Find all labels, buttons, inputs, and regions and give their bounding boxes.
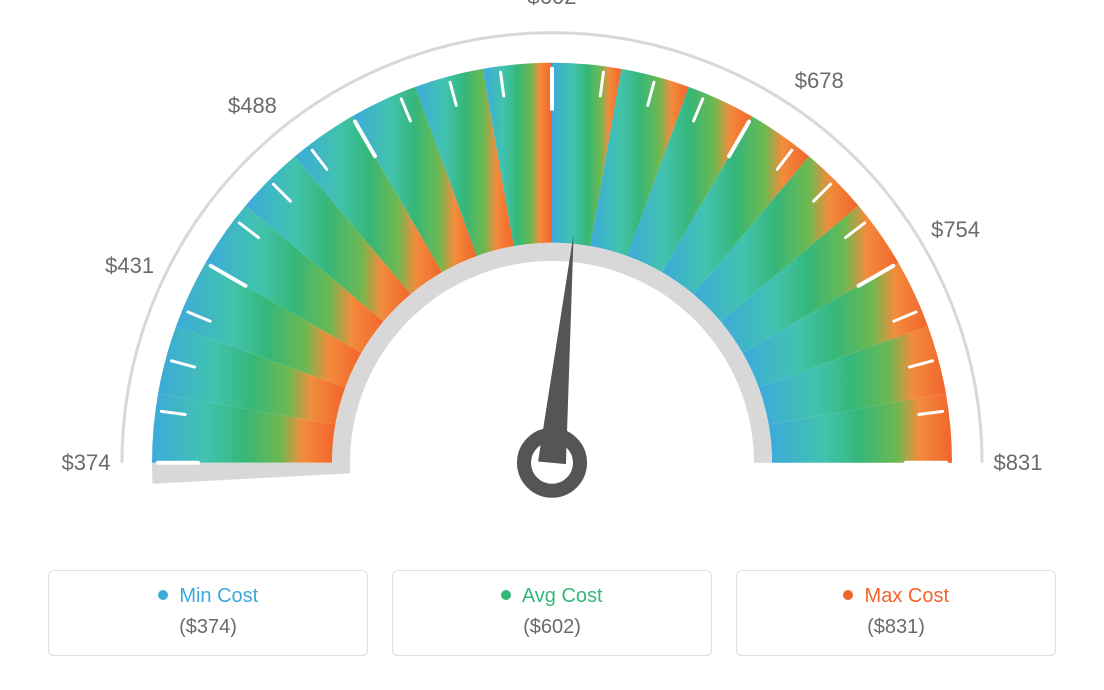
gauge-tick-label: $754 xyxy=(931,217,980,243)
legend-dot-avg xyxy=(501,590,511,600)
gauge-area: $374 $431 $488 $602 $678 $754 $831 xyxy=(0,0,1104,570)
legend-dot-max xyxy=(843,590,853,600)
cost-gauge-widget: $374$431$488$602$678$754$831 Min Cost ($… xyxy=(0,0,1104,690)
gauge-tick-label: $678 xyxy=(795,68,844,94)
gauge-tick-label: $431 xyxy=(105,253,154,279)
gauge-tick-label: $488 xyxy=(228,93,277,119)
legend-value-min: ($374) xyxy=(49,616,367,639)
gauge-tick-label: $374 xyxy=(62,450,111,476)
gauge-svg xyxy=(52,23,1052,593)
legend-value-max: ($831) xyxy=(737,616,1055,639)
legend-dot-min xyxy=(158,590,168,600)
gauge-tick-label: $831 xyxy=(994,450,1043,476)
legend-value-avg: ($602) xyxy=(393,616,711,639)
gauge-tick-label: $602 xyxy=(528,0,577,10)
